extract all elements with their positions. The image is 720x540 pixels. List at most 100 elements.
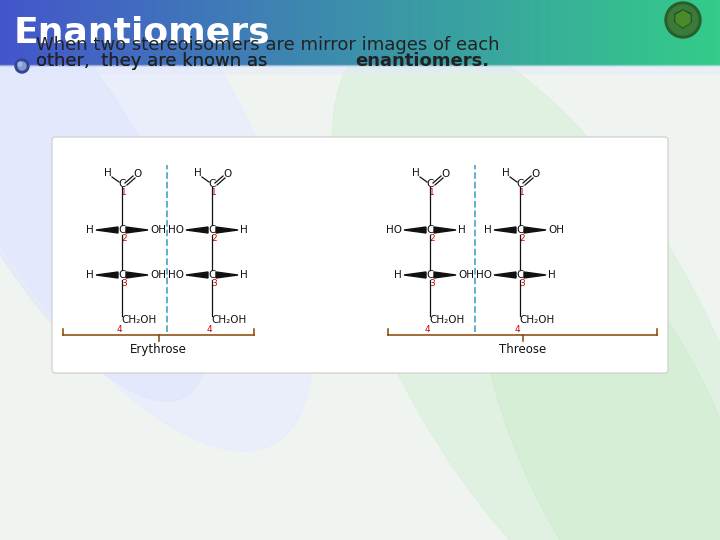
- Bar: [38, 0, 42, 65]
- Text: H: H: [548, 270, 556, 280]
- Polygon shape: [126, 272, 148, 278]
- Bar: [293, 0, 296, 65]
- Text: OH: OH: [548, 225, 564, 235]
- Bar: [94, 0, 97, 65]
- Bar: [103, 0, 107, 65]
- Bar: [410, 0, 414, 65]
- Text: H: H: [502, 168, 510, 178]
- Bar: [14, 0, 18, 65]
- Bar: [698, 0, 702, 65]
- Bar: [122, 0, 126, 65]
- Bar: [470, 0, 474, 65]
- Bar: [583, 0, 587, 65]
- Bar: [504, 0, 508, 65]
- Bar: [401, 0, 404, 65]
- Bar: [562, 0, 565, 65]
- Bar: [446, 0, 450, 65]
- Bar: [497, 0, 500, 65]
- Text: C: C: [516, 270, 523, 280]
- Bar: [338, 0, 342, 65]
- Bar: [679, 0, 683, 65]
- Bar: [612, 0, 616, 65]
- Bar: [703, 0, 706, 65]
- Text: H: H: [194, 168, 202, 178]
- Polygon shape: [494, 272, 516, 278]
- Text: OH: OH: [150, 225, 166, 235]
- Bar: [365, 0, 368, 65]
- Bar: [485, 0, 488, 65]
- Bar: [70, 0, 73, 65]
- Polygon shape: [96, 227, 118, 233]
- Bar: [108, 0, 112, 65]
- Bar: [77, 0, 80, 65]
- Text: 2: 2: [519, 234, 525, 243]
- Bar: [617, 0, 620, 65]
- Bar: [216, 0, 220, 65]
- Bar: [45, 0, 49, 65]
- Bar: [449, 0, 452, 65]
- Text: H: H: [458, 225, 466, 235]
- Bar: [545, 0, 548, 65]
- Bar: [518, 0, 522, 65]
- Bar: [163, 0, 166, 65]
- Text: 3: 3: [121, 279, 127, 288]
- Bar: [29, 0, 32, 65]
- Bar: [653, 0, 656, 65]
- Bar: [194, 0, 198, 65]
- Bar: [209, 0, 212, 65]
- Bar: [576, 0, 580, 65]
- Bar: [610, 0, 613, 65]
- Text: C: C: [208, 225, 216, 235]
- Bar: [166, 0, 169, 65]
- Bar: [495, 0, 498, 65]
- Bar: [315, 0, 318, 65]
- Bar: [113, 0, 116, 65]
- Polygon shape: [186, 227, 208, 233]
- Bar: [65, 0, 68, 65]
- Bar: [355, 0, 359, 65]
- Bar: [511, 0, 515, 65]
- Bar: [261, 0, 265, 65]
- Bar: [305, 0, 308, 65]
- Bar: [389, 0, 392, 65]
- Text: CH₂OH: CH₂OH: [211, 315, 246, 325]
- Text: 4: 4: [207, 325, 212, 334]
- Bar: [670, 0, 673, 65]
- Bar: [115, 0, 119, 65]
- Text: H: H: [240, 270, 248, 280]
- Circle shape: [18, 62, 26, 70]
- Bar: [351, 0, 354, 65]
- Text: CH₂OH: CH₂OH: [121, 315, 156, 325]
- Polygon shape: [126, 227, 148, 233]
- Bar: [629, 0, 632, 65]
- Text: C: C: [426, 270, 433, 280]
- Text: other,  they are known as: other, they are known as: [36, 52, 273, 70]
- Text: C: C: [426, 179, 433, 189]
- Bar: [475, 0, 479, 65]
- Circle shape: [15, 59, 29, 73]
- Text: C: C: [118, 179, 126, 189]
- Bar: [415, 0, 418, 65]
- Bar: [348, 0, 351, 65]
- Bar: [189, 0, 193, 65]
- Text: 1: 1: [121, 188, 127, 197]
- Text: Erythrose: Erythrose: [130, 343, 187, 356]
- Bar: [178, 0, 181, 65]
- Polygon shape: [524, 272, 546, 278]
- Bar: [686, 0, 690, 65]
- Polygon shape: [186, 272, 208, 278]
- Bar: [549, 0, 553, 65]
- Bar: [199, 0, 202, 65]
- Text: Enantiomers: Enantiomers: [14, 16, 271, 50]
- Bar: [557, 0, 560, 65]
- Text: H: H: [86, 270, 94, 280]
- Bar: [106, 0, 109, 65]
- Polygon shape: [404, 227, 426, 233]
- Bar: [480, 0, 483, 65]
- Polygon shape: [96, 272, 118, 278]
- Bar: [367, 0, 371, 65]
- Bar: [175, 0, 179, 65]
- Bar: [48, 0, 51, 65]
- Bar: [96, 0, 99, 65]
- Bar: [423, 0, 426, 65]
